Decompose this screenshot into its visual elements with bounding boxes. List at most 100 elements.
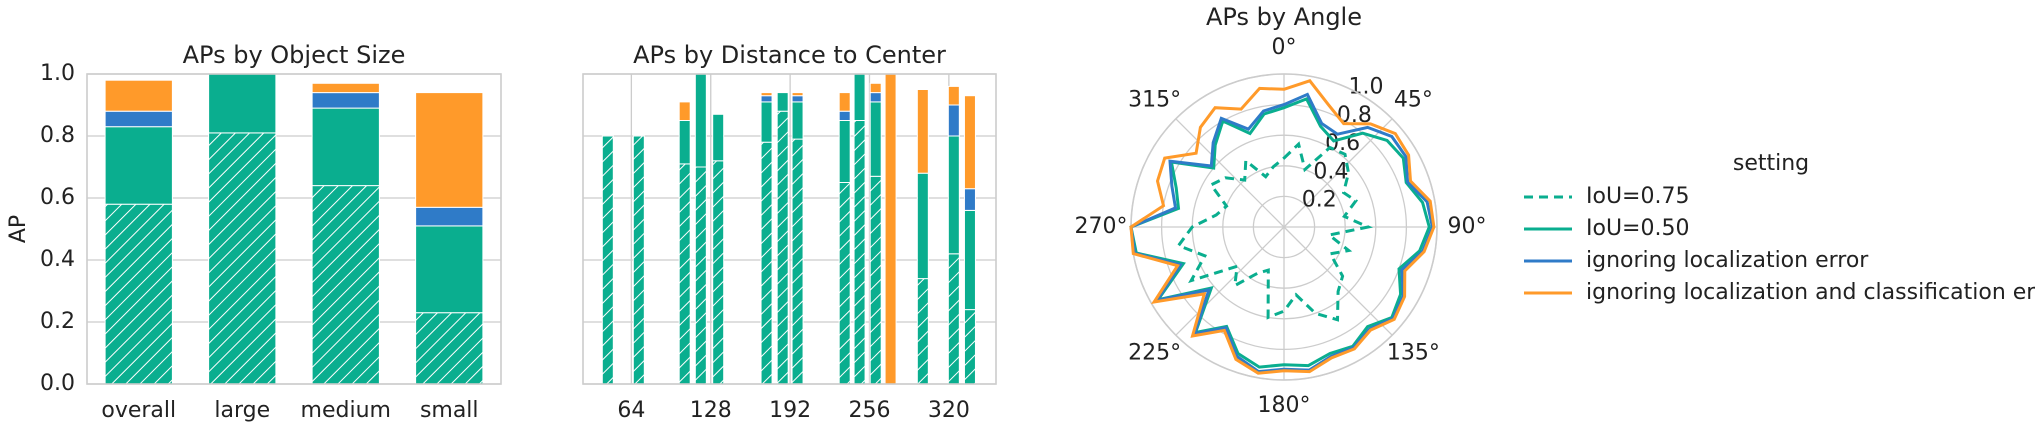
bar-segment: [760, 101, 773, 143]
bar-segment: [947, 253, 960, 385]
bar-segment: [694, 166, 707, 385]
r-tick-label: 1.0: [1349, 75, 1384, 100]
x-tick-label: small: [420, 398, 479, 423]
grid-circle: [1252, 195, 1316, 259]
bar-segment: [916, 278, 929, 385]
x-tick-label: medium: [301, 398, 391, 423]
theta-tick-label: 225°: [1128, 341, 1181, 366]
x-tick-label: 64: [617, 398, 645, 423]
bar-segment: [104, 110, 173, 128]
bar-segment: [601, 135, 614, 385]
bar-segment: [104, 203, 173, 385]
bar-segment: [311, 185, 380, 385]
bar-segment: [838, 92, 851, 112]
bar-segment: [712, 113, 725, 162]
r-tick-label: 0.2: [1302, 188, 1337, 213]
x-tick-label: 320: [928, 398, 970, 423]
legend-label: ignoring localization and classification…: [1586, 280, 2035, 305]
y-axis-label: AP: [6, 215, 31, 243]
bar-segment: [632, 135, 645, 385]
bar-segment: [963, 309, 976, 385]
chart-title: APs by Object Size: [183, 41, 406, 69]
grid-line: [1283, 226, 1393, 336]
axes-frame: [582, 73, 997, 385]
axes-frame: [86, 73, 502, 385]
bar-segment: [963, 209, 976, 311]
bar-segment: [712, 160, 725, 385]
y-tick-label: 1.0: [40, 61, 75, 86]
r-tick-label: 0.4: [1313, 159, 1348, 184]
theta-tick-label: 0°: [1272, 35, 1297, 60]
bar-segment: [963, 95, 976, 190]
theta-tick-label: 270°: [1075, 214, 1128, 239]
grid-circle: [1222, 165, 1346, 289]
bar-segment: [678, 120, 691, 165]
bar-segment: [884, 73, 897, 385]
bar-segment: [776, 110, 789, 385]
bar-segment: [208, 73, 277, 134]
x-tick-label: overall: [101, 398, 176, 423]
theta-tick-label: 180°: [1258, 393, 1311, 418]
bar-segment: [208, 132, 277, 385]
bar-segment: [104, 126, 173, 205]
bar-segment: [415, 92, 484, 208]
series-line: [1176, 141, 1374, 322]
x-tick-label: large: [214, 398, 270, 423]
bar-segment: [791, 95, 804, 103]
bar-segment: [947, 85, 960, 106]
bar-segment: [678, 101, 691, 122]
bar-segment: [963, 188, 976, 211]
bar-segment: [947, 135, 960, 255]
legend-title: setting: [1733, 151, 1809, 176]
bar-segment: [311, 82, 380, 94]
bar-segment: [869, 175, 882, 385]
bar-segment: [947, 104, 960, 137]
bar-segment: [838, 110, 851, 121]
series-line: [1129, 79, 1436, 375]
x-tick-label: 192: [769, 398, 811, 423]
bar-segment: [791, 101, 804, 140]
y-tick-label: 0.6: [40, 185, 75, 210]
bar-segment: [869, 92, 882, 103]
legend-label: IoU=0.75: [1586, 184, 1689, 209]
bar-segment: [869, 82, 882, 94]
bar-segment: [838, 120, 851, 183]
bar-segment: [869, 101, 882, 177]
bar-segment: [838, 182, 851, 385]
y-tick-label: 0.4: [40, 247, 75, 272]
x-tick-label: 256: [848, 398, 890, 423]
bar-segment: [678, 163, 691, 385]
legend-label: IoU=0.50: [1586, 216, 1689, 241]
bar-segment: [916, 172, 929, 280]
chart-title: APs by Angle: [1206, 3, 1362, 31]
legend-label: ignoring localization error: [1586, 248, 1869, 273]
grid-line: [1175, 118, 1285, 228]
theta-tick-label: 90°: [1448, 214, 1487, 239]
chart-title: APs by Distance to Center: [633, 41, 946, 69]
theta-tick-label: 135°: [1387, 341, 1440, 366]
bar-segment: [694, 73, 707, 168]
bar-segment: [415, 225, 484, 314]
grid-line: [1175, 226, 1285, 336]
bar-segment: [104, 79, 173, 112]
bar-segment: [415, 312, 484, 385]
bar-segment: [776, 92, 789, 112]
theta-tick-label: 315°: [1128, 87, 1181, 112]
bar-segment: [916, 89, 929, 174]
bar-segment: [760, 92, 773, 97]
bar-segment: [791, 92, 804, 97]
bar-segment: [760, 141, 773, 385]
x-tick-label: 128: [690, 398, 732, 423]
bar-segment: [311, 107, 380, 187]
bar-segment: [311, 92, 380, 109]
bar-segment: [415, 206, 484, 227]
bar-segment: [760, 95, 773, 103]
y-tick-label: 0.0: [40, 371, 75, 396]
bar-segment: [853, 120, 866, 385]
bar-segment: [791, 138, 804, 385]
bar-segment: [853, 73, 866, 121]
y-tick-label: 0.8: [40, 123, 75, 148]
y-tick-label: 0.2: [40, 309, 75, 334]
theta-tick-label: 45°: [1394, 87, 1433, 112]
